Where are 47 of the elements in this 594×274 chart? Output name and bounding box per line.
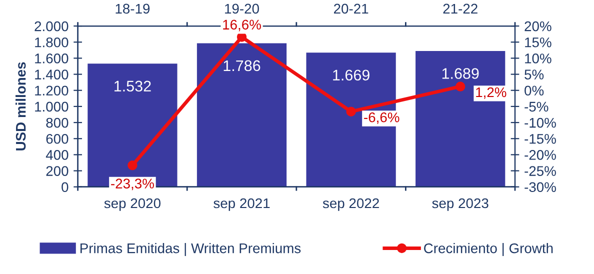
- x-tick-label: sep 2020: [104, 198, 160, 211]
- text: 19-20: [225, 4, 259, 14]
- x-tick-label: sep 2023: [432, 198, 488, 211]
- x-tick-label: sep 2021: [214, 198, 270, 211]
- y-tick-label: 800: [46, 118, 68, 128]
- y2-tick-label: 15%: [525, 38, 552, 48]
- y-tick-label: 0: [62, 182, 68, 192]
- y-tick-label: 200: [46, 166, 68, 176]
- data-label: -6,6%: [364, 112, 400, 124]
- legend-label: Crecimiento | Growth: [424, 243, 553, 256]
- y-tick-label: 1.000: [35, 102, 68, 112]
- text: 18-19: [116, 4, 150, 14]
- point: [236, 32, 247, 42]
- y-tick-label: 600: [46, 134, 68, 144]
- y2-tick-label: 0%: [524, 86, 544, 96]
- y2-tick-label: -5%: [524, 102, 548, 112]
- y-tick-label: 1.800: [35, 37, 68, 48]
- point: [455, 82, 466, 92]
- y2-tick-label: -30%: [524, 182, 556, 192]
- legend-label: Primas Emitidas | Written Premiums: [80, 243, 301, 256]
- y2-tick-label: -10%: [524, 118, 556, 128]
- y2-tick-label: -15%: [524, 134, 556, 144]
- y2-tick-label: 20%: [524, 21, 552, 32]
- data-label: -23,3%: [111, 178, 154, 190]
- data-label: 1.689: [442, 68, 479, 79]
- point: [346, 106, 356, 116]
- y2-tick-label: -25%: [524, 166, 556, 176]
- x-tick-label: sep 2022: [322, 198, 379, 211]
- point: [128, 160, 138, 170]
- y2-tick-label: -20%: [524, 150, 556, 160]
- data-label: 1,2%: [476, 87, 506, 99]
- data-label: 1.532: [114, 80, 151, 92]
- y-tick-label: 2.000: [34, 21, 68, 32]
- y-axis-title: USD millones: [16, 62, 26, 150]
- text: 20-21: [334, 4, 368, 14]
- data-label: 1.669: [333, 70, 370, 81]
- text: 21-22: [443, 4, 478, 14]
- data-label: 16,6%: [223, 20, 261, 32]
- bar: [416, 51, 506, 187]
- bar: [196, 43, 287, 187]
- y-tick-label: 1.200: [35, 86, 68, 96]
- y2-tick-label: 5%: [524, 70, 544, 80]
- y-tick-label: 1.400: [35, 70, 68, 80]
- y-tick-label: 400: [46, 150, 68, 160]
- data-label: 1.786: [224, 60, 260, 72]
- y2-tick-label: 10%: [525, 54, 552, 64]
- y-tick-label: 1.600: [35, 54, 68, 64]
